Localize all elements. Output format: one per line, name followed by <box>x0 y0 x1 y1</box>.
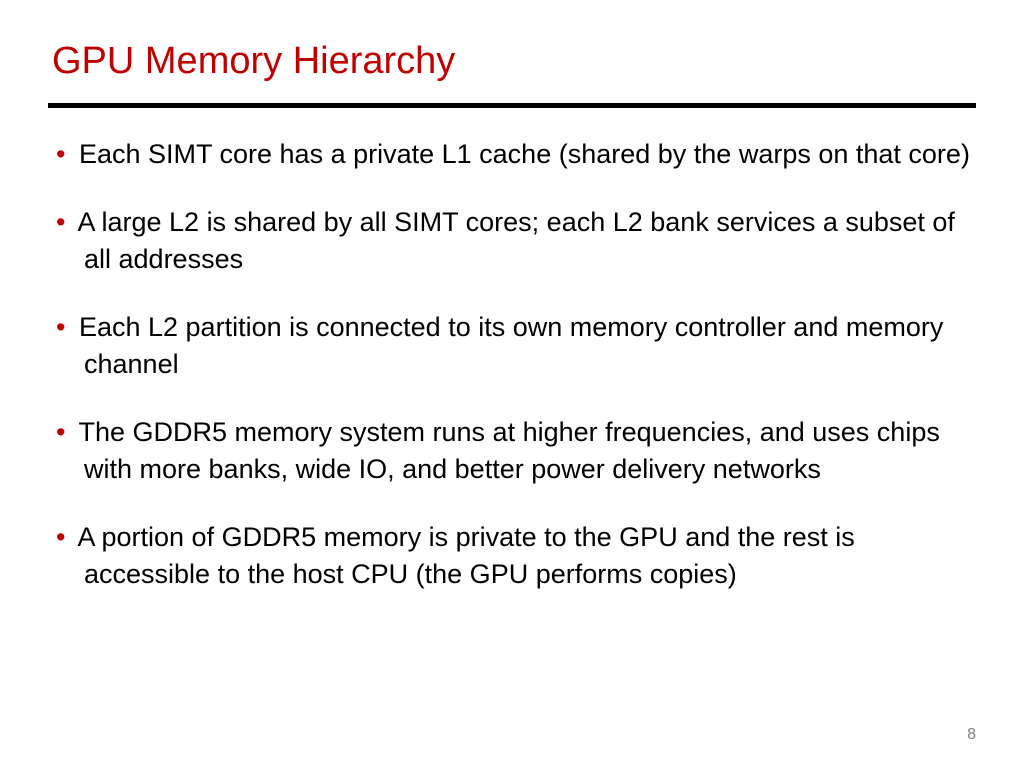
slide-title: GPU Memory Hierarchy <box>48 40 976 83</box>
bullet-text: Each SIMT core has a private L1 cache (s… <box>79 139 970 169</box>
bullet-text: A portion of GDDR5 memory is private to … <box>77 522 854 588</box>
bullet-item: • The GDDR5 memory system runs at higher… <box>56 414 976 487</box>
page-number: 8 <box>967 726 976 744</box>
bullet-item: • A large L2 is shared by all SIMT cores… <box>56 204 976 277</box>
bullet-marker-icon: • <box>56 207 65 237</box>
bullet-text: The GDDR5 memory system runs at higher f… <box>78 417 939 483</box>
bullet-item: • Each SIMT core has a private L1 cache … <box>56 136 976 172</box>
title-divider <box>48 103 976 108</box>
bullet-text: A large L2 is shared by all SIMT cores; … <box>77 207 954 273</box>
bullet-marker-icon: • <box>56 522 65 552</box>
bullet-marker-icon: • <box>56 139 65 169</box>
bullet-item: • A portion of GDDR5 memory is private t… <box>56 519 976 592</box>
bullet-list: • Each SIMT core has a private L1 cache … <box>48 136 976 592</box>
bullet-marker-icon: • <box>56 417 65 447</box>
bullet-marker-icon: • <box>56 312 65 342</box>
bullet-text: Each L2 partition is connected to its ow… <box>79 312 943 378</box>
bullet-item: • Each L2 partition is connected to its … <box>56 309 976 382</box>
